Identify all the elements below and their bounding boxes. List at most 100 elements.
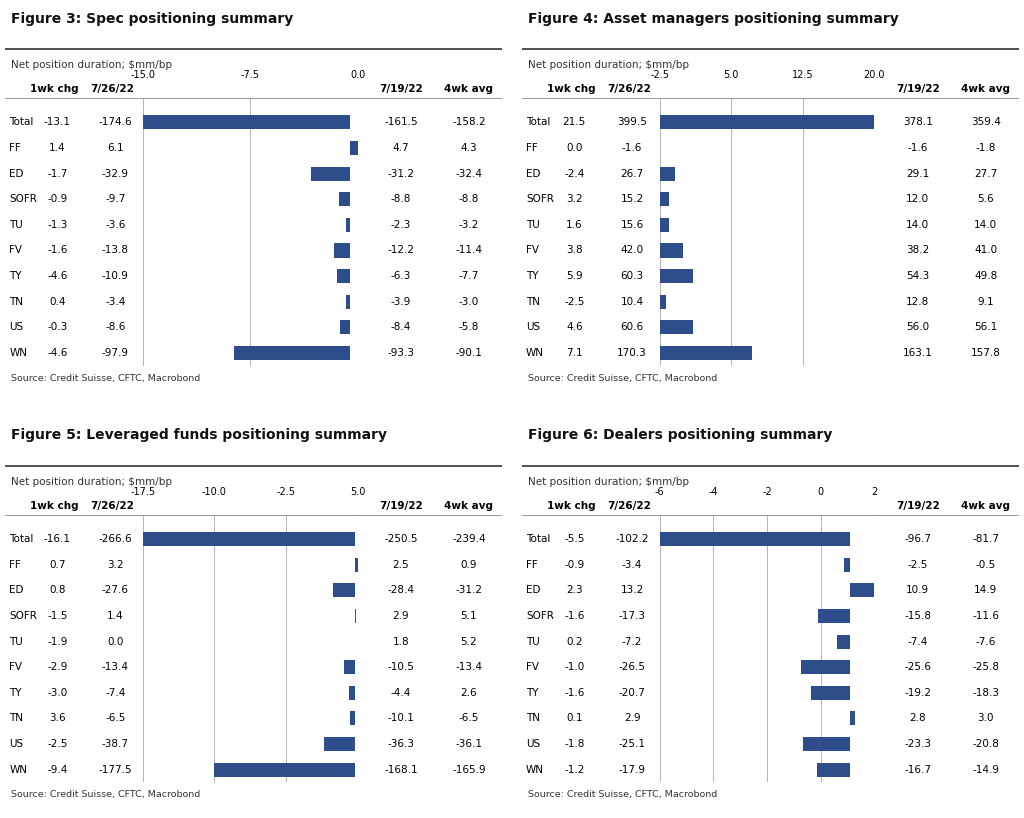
Text: -4.6: -4.6 (47, 271, 68, 281)
Text: Source: Credit Suisse, CFTC, Macrobond: Source: Credit Suisse, CFTC, Macrobond (528, 790, 717, 799)
Bar (660, 346, 752, 360)
Text: 3.0: 3.0 (978, 713, 994, 723)
Text: -19.2: -19.2 (904, 688, 931, 698)
Text: -8.8: -8.8 (391, 194, 412, 204)
Text: TN: TN (9, 297, 24, 307)
Text: 4wk avg: 4wk avg (962, 84, 1010, 94)
Text: 2.9: 2.9 (624, 713, 640, 723)
Text: -14.9: -14.9 (972, 765, 999, 775)
Text: -6.5: -6.5 (459, 713, 479, 723)
Text: -36.1: -36.1 (456, 739, 482, 749)
Text: 4wk avg: 4wk avg (962, 501, 1010, 510)
Text: TY: TY (526, 271, 539, 281)
Text: Figure 6: Dealers positioning summary: Figure 6: Dealers positioning summary (528, 429, 833, 443)
Text: -8.4: -8.4 (391, 322, 412, 332)
Text: 42.0: 42.0 (621, 245, 644, 255)
Text: FV: FV (526, 245, 539, 255)
Text: 49.8: 49.8 (974, 271, 997, 281)
Text: -7.6: -7.6 (976, 636, 996, 646)
Text: TN: TN (526, 297, 540, 307)
Text: -7.4: -7.4 (907, 636, 928, 646)
Text: -1.3: -1.3 (47, 220, 68, 230)
Text: -3.2: -3.2 (459, 220, 479, 230)
Text: FF: FF (9, 143, 22, 153)
Text: ED: ED (9, 586, 24, 596)
Bar (355, 609, 356, 623)
Text: Total: Total (526, 118, 551, 128)
Text: FF: FF (9, 560, 22, 569)
Text: 12.0: 12.0 (906, 194, 930, 204)
Bar (142, 115, 350, 129)
Text: 6.1: 6.1 (106, 143, 124, 153)
Text: 21.5: 21.5 (562, 118, 586, 128)
Text: 7/19/22: 7/19/22 (379, 501, 423, 510)
Text: US: US (9, 739, 24, 749)
Text: 1wk chg: 1wk chg (31, 84, 79, 94)
Text: 2.5: 2.5 (392, 560, 410, 569)
Text: 7/26/22: 7/26/22 (607, 84, 651, 94)
Text: Net position duration; $mm/bp: Net position duration; $mm/bp (528, 61, 689, 70)
Text: TU: TU (526, 636, 540, 646)
Text: SOFR: SOFR (526, 194, 554, 204)
Text: 0.0: 0.0 (108, 636, 124, 646)
Text: -9.7: -9.7 (105, 194, 126, 204)
Text: TN: TN (526, 713, 540, 723)
Text: 378.1: 378.1 (903, 118, 933, 128)
Bar (338, 269, 350, 283)
Text: 5.9: 5.9 (566, 271, 583, 281)
Text: -20.8: -20.8 (972, 739, 999, 749)
Text: 2.8: 2.8 (909, 713, 926, 723)
Text: Figure 5: Leveraged funds positioning summary: Figure 5: Leveraged funds positioning su… (11, 429, 387, 443)
Text: TU: TU (9, 220, 23, 230)
Text: -3.6: -3.6 (105, 220, 126, 230)
Text: -17.9: -17.9 (618, 765, 645, 775)
Text: ED: ED (9, 169, 24, 178)
Bar (818, 609, 850, 623)
Text: 7/26/22: 7/26/22 (90, 501, 134, 510)
Bar (801, 660, 850, 674)
Text: 4wk avg: 4wk avg (444, 84, 494, 94)
Text: 12.8: 12.8 (906, 297, 930, 307)
Text: -0.9: -0.9 (564, 560, 585, 569)
Text: -13.4: -13.4 (456, 663, 482, 672)
Text: -2.5: -2.5 (564, 297, 585, 307)
Text: -18.3: -18.3 (972, 688, 999, 698)
Text: -6.3: -6.3 (391, 271, 412, 281)
Text: WN: WN (526, 765, 544, 775)
Text: -7.4: -7.4 (105, 688, 126, 698)
Text: 54.3: 54.3 (906, 271, 930, 281)
Bar (349, 685, 355, 700)
Text: -165.9: -165.9 (452, 765, 485, 775)
Bar (660, 192, 669, 206)
Bar (333, 583, 355, 597)
Text: -13.4: -13.4 (101, 663, 129, 672)
Bar (811, 685, 850, 700)
Bar (355, 558, 357, 572)
Text: 163.1: 163.1 (903, 348, 933, 358)
Bar (803, 737, 850, 751)
Text: 4.6: 4.6 (566, 322, 583, 332)
Text: -102.2: -102.2 (615, 534, 649, 544)
Text: -0.3: -0.3 (47, 322, 68, 332)
Text: 1.4: 1.4 (49, 143, 66, 153)
Text: -250.5: -250.5 (384, 534, 418, 544)
Text: -32.9: -32.9 (101, 169, 129, 178)
Text: -9.4: -9.4 (47, 765, 68, 775)
Text: -13.8: -13.8 (101, 245, 129, 255)
Text: TN: TN (9, 713, 24, 723)
Text: -20.7: -20.7 (618, 688, 645, 698)
Text: -161.5: -161.5 (384, 118, 418, 128)
Bar (339, 192, 350, 206)
Bar (850, 583, 874, 597)
Text: -28.4: -28.4 (387, 586, 415, 596)
Text: -239.4: -239.4 (452, 534, 485, 544)
Text: -1.0: -1.0 (564, 663, 585, 672)
Text: Net position duration; $mm/bp: Net position duration; $mm/bp (11, 477, 172, 487)
Bar (850, 712, 855, 726)
Text: -8.8: -8.8 (459, 194, 479, 204)
Text: -15.8: -15.8 (904, 611, 931, 621)
Bar (334, 244, 350, 258)
Text: 157.8: 157.8 (971, 348, 1000, 358)
Text: -1.6: -1.6 (564, 688, 585, 698)
Text: ED: ED (526, 586, 541, 596)
